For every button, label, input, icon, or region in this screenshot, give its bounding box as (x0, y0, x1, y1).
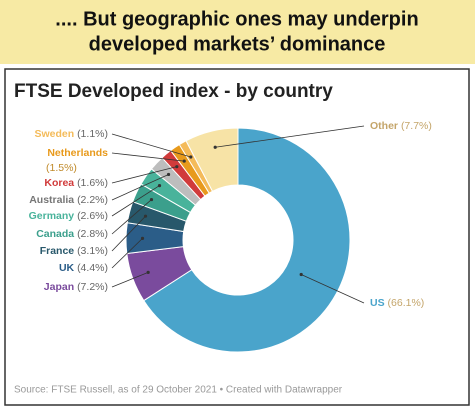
leader-dot (182, 159, 186, 163)
leader-line (111, 272, 149, 288)
label-value: (2.8%) (77, 228, 108, 240)
plot: US (66.1%)Japan (7.2%)UK (4.4%)France (3… (29, 120, 432, 353)
slice-label: Other (7.7%) (370, 120, 432, 132)
slice (185, 127, 239, 192)
label-name: Netherlands (47, 147, 108, 159)
leader-line (111, 133, 191, 158)
slice-label: France (3.1%) (40, 245, 108, 257)
label-name: Germany (29, 210, 75, 222)
slice-label: Canada (2.8%) (36, 228, 108, 240)
label-value: (3.1%) (77, 245, 108, 257)
slice-value: (1.5%) (46, 162, 77, 174)
label-name: Canada (36, 228, 74, 240)
slice-label: UK (4.4%) (59, 262, 108, 274)
slice-label: Netherlands (47, 147, 108, 159)
slice-label: Germany (2.6%) (29, 210, 108, 222)
slice-label: Sweden (1.1%) (34, 128, 108, 140)
label-name: Sweden (34, 128, 74, 140)
leader-line (111, 174, 169, 201)
leader-line (111, 238, 143, 269)
leader-dot (157, 183, 162, 188)
label-value: (7.2%) (77, 281, 108, 293)
label-value: (1.1%) (77, 128, 108, 140)
label-name: France (40, 245, 75, 257)
label-value: (2.2%) (77, 194, 108, 206)
slice-label: Korea (1.6%) (44, 177, 108, 189)
label-name: Other (370, 120, 398, 132)
slice-label: Australia (2.2%) (29, 194, 108, 206)
leader-line (111, 152, 185, 162)
leader-dot (213, 145, 217, 149)
leader-line (111, 185, 160, 217)
leader-dot (143, 214, 148, 218)
banner (0, 0, 475, 64)
chart-title: FTSE Developed index - by country (14, 81, 333, 102)
slice-label: Japan (7.2%) (44, 281, 108, 293)
slice (143, 127, 351, 353)
label-value: (1.6%) (77, 177, 108, 189)
leader-line (111, 166, 177, 184)
label-name: Japan (44, 281, 74, 293)
source: Source: FTSE Russell, as of 29 October 2… (14, 385, 343, 396)
label-name: UK (59, 262, 75, 274)
label-name: US (370, 297, 385, 309)
label-name: Australia (29, 194, 74, 206)
leader-dot (189, 155, 193, 159)
leader-dot (149, 197, 154, 202)
slice-label: US (66.1%) (370, 297, 424, 309)
label-value: (66.1%) (388, 297, 425, 309)
leader-dot (140, 236, 145, 240)
leader-line (111, 199, 152, 235)
leader-line (111, 215, 146, 252)
leader-line (301, 274, 365, 304)
leader-line (215, 125, 365, 148)
leader-dot (166, 172, 171, 177)
leader-dot (175, 165, 179, 169)
label-value: (7.7%) (401, 120, 432, 132)
leader-dot (146, 270, 150, 274)
label-value: (4.4%) (77, 262, 108, 274)
banner-title: developed markets’ dominance (89, 33, 386, 55)
label-name: Korea (44, 177, 74, 189)
label-value: (2.6%) (77, 210, 108, 222)
banner-title: .... But geographic ones may underpin (55, 8, 418, 30)
leader-dot (299, 272, 303, 277)
